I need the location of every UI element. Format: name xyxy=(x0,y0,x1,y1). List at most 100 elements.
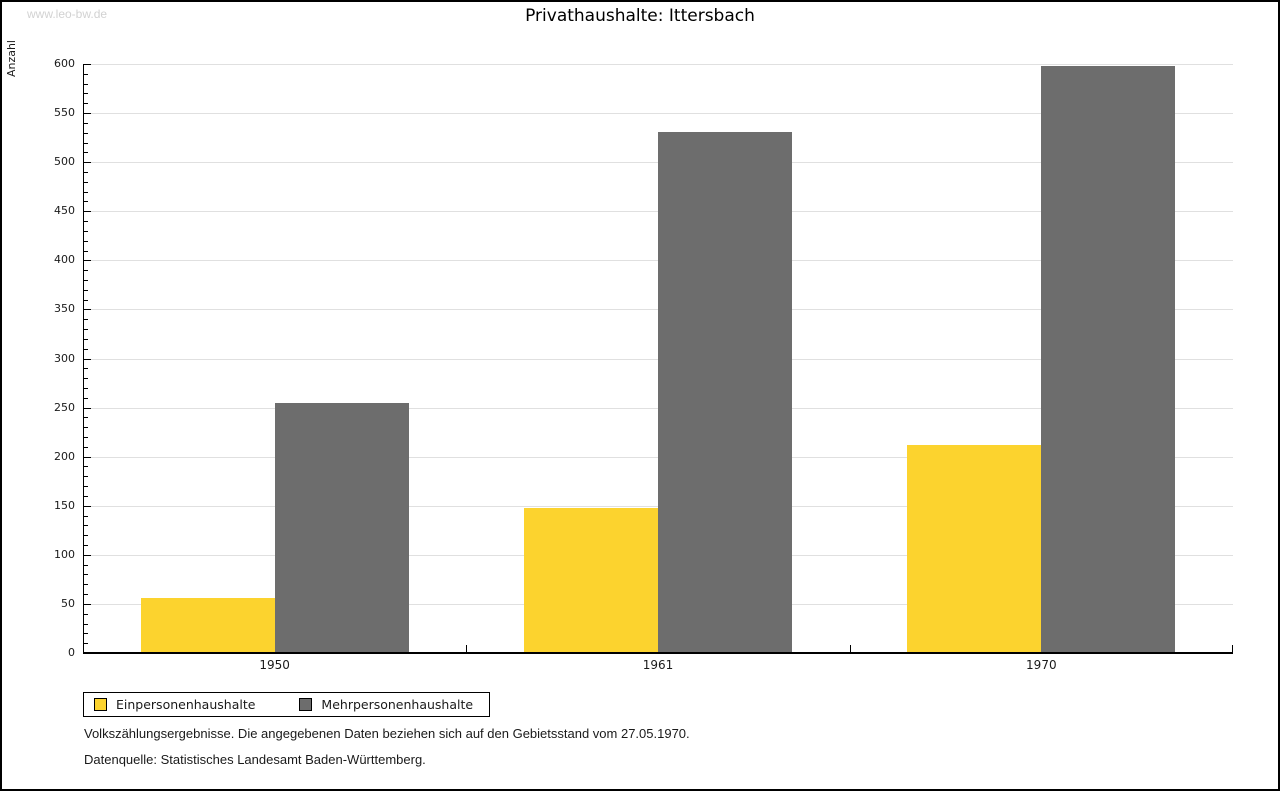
y-tick xyxy=(84,535,88,537)
y-tick xyxy=(84,594,88,596)
y-tick xyxy=(84,427,88,429)
bar-mehrpersonenhaushalte-1961 xyxy=(658,131,792,652)
y-tick xyxy=(84,368,88,370)
y-axis-title: Anzahl xyxy=(5,40,18,78)
y-tick xyxy=(84,230,88,232)
y-tick xyxy=(84,505,91,507)
y-tick-label: 0 xyxy=(68,646,75,659)
chart-title: Privathaushalte: Ittersbach xyxy=(525,6,755,26)
y-tick xyxy=(84,397,88,399)
y-tick xyxy=(84,574,88,576)
y-tick xyxy=(84,309,91,311)
x-axis-line xyxy=(83,652,1233,654)
y-tick-label: 200 xyxy=(54,449,75,463)
y-tick xyxy=(84,348,88,350)
y-tick-label: 50 xyxy=(61,596,75,610)
footnote-data-source: Datenquelle: Statistisches Landesamt Bad… xyxy=(84,752,426,767)
gridline xyxy=(84,64,1233,65)
y-tick xyxy=(84,103,88,105)
bar-mehrpersonenhaushalte-1950 xyxy=(274,402,409,652)
x-tick xyxy=(466,645,468,652)
y-tick xyxy=(84,603,91,605)
y-tick xyxy=(84,495,88,497)
y-tick xyxy=(84,191,88,193)
y-tick xyxy=(84,299,88,301)
bar-einpersonenhaushalte-1970 xyxy=(907,444,1042,652)
y-tick xyxy=(84,387,88,389)
x-tick xyxy=(1232,645,1233,652)
y-tick xyxy=(84,329,88,331)
y-tick xyxy=(84,338,88,340)
y-tick xyxy=(84,122,88,124)
legend-swatch-0 xyxy=(94,698,107,711)
y-axis-line xyxy=(83,64,84,653)
y-tick xyxy=(84,83,88,85)
y-tick-label: 100 xyxy=(54,547,75,561)
legend-item-einpersonenhaushalte: Einpersonenhaushalte xyxy=(94,697,255,712)
y-tick xyxy=(84,113,91,115)
legend-label: Einpersonenhaushalte xyxy=(116,697,256,712)
y-tick xyxy=(84,73,88,75)
y-tick xyxy=(84,201,88,203)
y-tick xyxy=(84,623,88,625)
y-tick xyxy=(84,466,88,468)
gridline xyxy=(84,113,1233,115)
bar-einpersonenhaushalte-1950 xyxy=(140,598,275,652)
y-tick xyxy=(84,515,88,517)
y-tick xyxy=(84,240,88,242)
y-tick xyxy=(84,476,88,478)
x-category-label: 1950 xyxy=(259,658,290,672)
y-tick xyxy=(84,211,91,213)
y-tick xyxy=(84,613,88,615)
bar-mehrpersonenhaushalte-1970 xyxy=(1041,65,1176,652)
y-tick-label: 250 xyxy=(54,400,75,414)
y-tick xyxy=(84,289,88,291)
y-tick-label: 150 xyxy=(54,498,75,512)
y-tick xyxy=(84,93,88,95)
y-tick xyxy=(84,564,88,566)
legend: Einpersonenhaushalte Mehrpersonenhaushal… xyxy=(83,692,491,717)
y-tick xyxy=(84,250,88,252)
y-tick-label: 450 xyxy=(54,204,75,218)
y-tick xyxy=(84,319,88,321)
legend-swatch-1 xyxy=(299,698,313,711)
footnote-source-note: Volkszählungsergebnisse. Die angegebenen… xyxy=(84,726,690,741)
y-tick xyxy=(84,407,91,409)
y-tick xyxy=(84,545,88,547)
y-tick xyxy=(84,456,91,458)
y-tick xyxy=(84,437,88,439)
y-tick xyxy=(84,64,91,65)
plot-area: 0 50 100 150 200 250 300 350 400 450 500 550 600 1950… xyxy=(54,57,1233,672)
y-tick xyxy=(84,486,88,488)
y-tick xyxy=(84,132,88,134)
y-tick xyxy=(84,525,88,527)
x-category-label: 1970 xyxy=(1026,658,1057,672)
x-category-label: 1961 xyxy=(642,658,674,672)
y-tick xyxy=(84,446,88,448)
y-tick xyxy=(84,643,88,645)
legend-label: Mehrpersonenhaushalte xyxy=(321,697,474,712)
bar-einpersonenhaushalte-1961 xyxy=(524,507,658,652)
y-tick xyxy=(84,358,91,360)
watermark: www.leo-bw.de xyxy=(27,7,108,21)
y-tick-label: 550 xyxy=(54,106,75,120)
y-tick-label: 500 xyxy=(54,155,75,169)
y-tick xyxy=(84,152,88,154)
legend-item-mehrpersonenhaushalte: Mehrpersonenhaushalte xyxy=(299,697,473,712)
y-tick xyxy=(84,378,88,380)
y-tick xyxy=(84,584,88,586)
y-tick xyxy=(84,417,88,419)
y-tick-label: 350 xyxy=(54,302,75,316)
y-tick xyxy=(84,270,88,272)
y-tick xyxy=(84,554,91,556)
y-tick xyxy=(84,279,88,281)
y-tick xyxy=(84,142,88,144)
y-tick xyxy=(84,162,91,164)
y-tick-label: 400 xyxy=(54,253,75,267)
y-tick xyxy=(84,633,88,635)
y-tick xyxy=(84,181,88,183)
y-tick-label: 300 xyxy=(54,351,75,365)
y-tick xyxy=(84,221,88,223)
x-tick xyxy=(849,645,851,652)
